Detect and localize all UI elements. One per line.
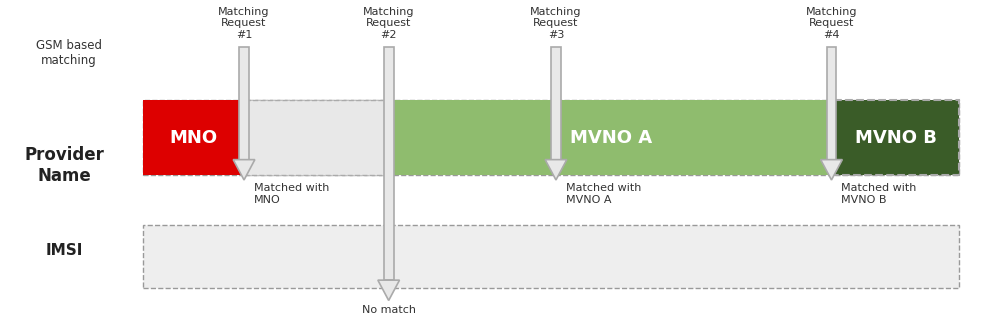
Text: Matching
Request
#2: Matching Request #2 — [363, 7, 414, 40]
Polygon shape — [233, 160, 255, 180]
Bar — [384, 100, 390, 175]
Bar — [551, 47, 561, 160]
Text: MVNO A: MVNO A — [570, 129, 651, 147]
Text: MNO: MNO — [169, 129, 217, 147]
Polygon shape — [378, 280, 400, 300]
Bar — [143, 100, 959, 175]
Text: Matched with
MVNO A: Matched with MVNO A — [566, 183, 642, 205]
Bar — [239, 47, 249, 160]
Polygon shape — [545, 160, 567, 180]
Bar — [384, 47, 394, 280]
Text: MVNO B: MVNO B — [854, 129, 937, 147]
Text: Matching
Request
#3: Matching Request #3 — [530, 7, 582, 40]
Text: Matching
Request
#1: Matching Request #1 — [218, 7, 270, 40]
Bar — [827, 47, 836, 160]
Bar — [831, 100, 959, 175]
Text: IMSI: IMSI — [45, 243, 83, 258]
Text: Matched with
MVNO B: Matched with MVNO B — [841, 183, 917, 205]
Polygon shape — [821, 160, 842, 180]
Text: Matching
Request
#4: Matching Request #4 — [806, 7, 857, 40]
Bar — [143, 100, 244, 175]
Text: Matched with
MNO: Matched with MNO — [254, 183, 330, 205]
Bar — [390, 100, 831, 175]
Text: Provider
Name: Provider Name — [24, 146, 104, 185]
Bar — [143, 225, 959, 288]
Text: No match: No match — [362, 305, 415, 313]
Bar — [244, 100, 390, 175]
Text: GSM based
matching: GSM based matching — [35, 39, 102, 67]
